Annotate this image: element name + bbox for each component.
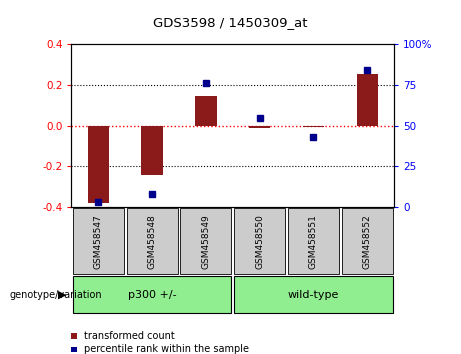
Text: GSM458550: GSM458550 <box>255 214 264 269</box>
Text: genotype/variation: genotype/variation <box>9 290 102 300</box>
Bar <box>303 126 324 127</box>
Text: GSM458549: GSM458549 <box>201 214 210 269</box>
Text: GSM458548: GSM458548 <box>148 214 157 269</box>
Text: wild-type: wild-type <box>288 290 339 300</box>
Bar <box>356 74 378 126</box>
Text: percentile rank within the sample: percentile rank within the sample <box>84 344 249 354</box>
Bar <box>88 126 109 203</box>
Text: GDS3598 / 1450309_at: GDS3598 / 1450309_at <box>153 16 308 29</box>
Text: GSM458552: GSM458552 <box>363 214 372 269</box>
Text: GSM458551: GSM458551 <box>309 214 318 269</box>
Text: transformed count: transformed count <box>84 331 175 341</box>
Bar <box>195 96 217 126</box>
Bar <box>142 126 163 175</box>
Bar <box>249 126 271 128</box>
Text: GSM458547: GSM458547 <box>94 214 103 269</box>
Text: p300 +/-: p300 +/- <box>128 290 177 300</box>
Text: ▶: ▶ <box>59 290 67 300</box>
